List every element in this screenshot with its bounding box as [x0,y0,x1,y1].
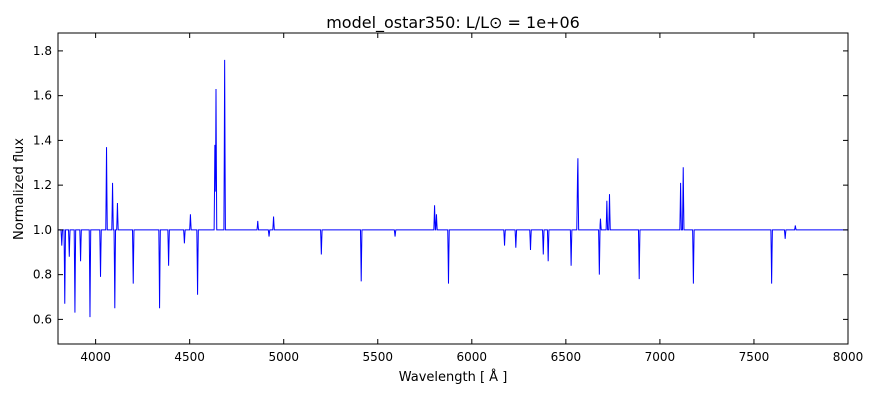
y-tick-label: 1.0 [33,223,52,237]
y-tick-label: 1.2 [33,178,52,192]
x-tick-label: 6000 [457,350,488,364]
x-axis: 4000 4500 5000 5500 6000 6500 7000 7500 8000 [80,33,863,364]
series-line [58,59,848,318]
plot-area [57,32,849,345]
y-tick-label: 1.8 [33,44,52,58]
x-axis-label: Wavelength [ Å ] [399,369,508,385]
x-tick-label: 5000 [268,350,299,364]
y-tick-label: 1.4 [33,133,52,147]
x-tick-label: 4500 [174,350,205,364]
plot-frame [57,32,849,345]
y-axis-label: Normalized flux [12,138,27,240]
y-tick-label: 0.8 [33,268,52,282]
x-tick-label: 7500 [739,350,770,364]
y-tick-label: 1.6 [33,89,52,103]
x-tick-label: 4000 [80,350,111,364]
x-tick-label: 6500 [551,350,582,364]
x-tick-label: 7000 [645,350,676,364]
y-axis: 0.6 0.8 1.0 1.2 1.4 1.6 1.8 [33,44,848,326]
chart-title: model_ostar350: L/L⊙ = 1e+06 [326,13,580,33]
x-tick-label: 8000 [833,350,864,364]
x-tick-label: 5500 [362,350,393,364]
y-tick-label: 0.6 [33,312,52,326]
